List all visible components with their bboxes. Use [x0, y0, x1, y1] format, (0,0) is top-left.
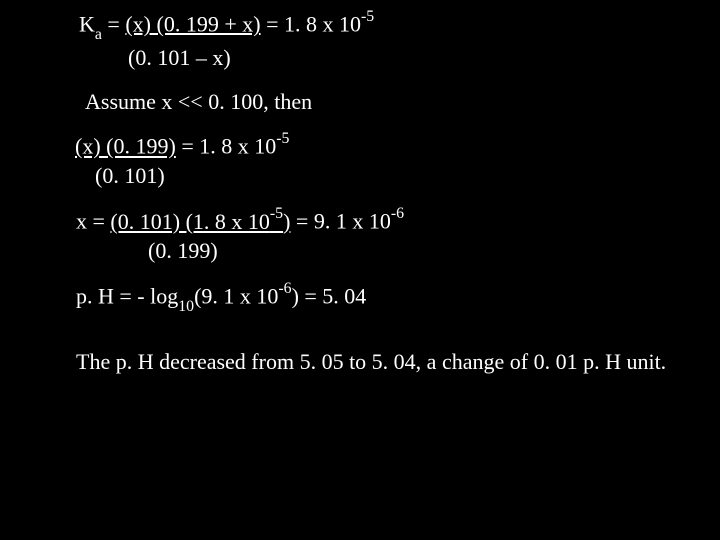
conclusion: The p. H decreased from 5. 05 to 5. 04, … [0, 347, 720, 377]
eq4-log-sub: 10 [178, 298, 194, 315]
eq2-rhs-exp: -5 [276, 130, 289, 147]
eq1-lhs-sub: a [95, 26, 102, 43]
assume-text: Assume x << 0. 100, then [0, 87, 720, 117]
equation-simplified: (x) (0. 199) = 1. 8 x 10-5 (0. 101) [0, 130, 720, 191]
eq2-denom: (0. 101) [0, 161, 720, 191]
chemistry-slide: Ka = (x) (0. 199 + x) = 1. 8 x 10-5 (0. … [0, 0, 720, 377]
eq1-lhs-var: K [79, 11, 95, 36]
eq3-rhs: = 9. 1 x 10 [290, 209, 390, 234]
eq1-eqsign: = [102, 11, 125, 36]
eq1-line1: Ka = (x) (0. 199 + x) = 1. 8 x 10-5 [0, 8, 720, 43]
eq1-rhs-exp: -5 [361, 8, 374, 25]
equation-ka: Ka = (x) (0. 199 + x) = 1. 8 x 10-5 (0. … [0, 8, 720, 73]
eq1-numer: (x) (0. 199 + x) [125, 11, 260, 36]
assumption: Assume x << 0. 100, then [0, 87, 720, 117]
equation-ph: p. H = - log10(9. 1 x 10-6) = 5. 04 [0, 280, 720, 315]
eq3-lhs: x = [76, 209, 110, 234]
eq4-arg-exp: -6 [278, 280, 291, 297]
eq3-rhs-exp: -6 [391, 205, 404, 222]
eq3-line1: x = (0. 101) (1. 8 x 10-5) = 9. 1 x 10-6 [0, 205, 720, 236]
eq4-lhs: p. H = - log [76, 283, 178, 308]
eq1-denom: (0. 101 – x) [0, 43, 720, 73]
eq3-denom: (0. 199) [0, 236, 720, 266]
eq4-line: p. H = - log10(9. 1 x 10-6) = 5. 04 [0, 280, 720, 315]
eq4-tail: ) = 5. 04 [292, 283, 367, 308]
eq4-arg-open: (9. 1 x 10 [194, 283, 278, 308]
eq2-numer: (x) (0. 199) [75, 134, 176, 159]
conclusion-text: The p. H decreased from 5. 05 to 5. 04, … [0, 347, 720, 377]
equation-x: x = (0. 101) (1. 8 x 10-5) = 9. 1 x 10-6… [0, 205, 720, 266]
eq2-line1: (x) (0. 199) = 1. 8 x 10-5 [0, 130, 720, 161]
eq1-rhs: = 1. 8 x 10 [261, 11, 361, 36]
eq3-numer-part: (0. 101) (1. 8 x 10-5) [110, 209, 290, 234]
eq2-rhs: = 1. 8 x 10 [176, 134, 276, 159]
